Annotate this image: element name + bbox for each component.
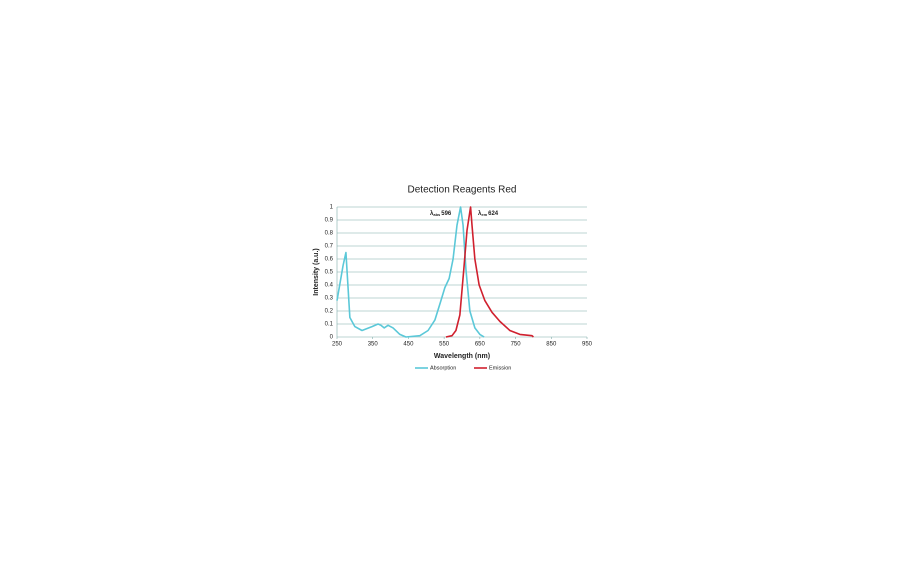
y-tick-label: 0.5 xyxy=(325,270,334,276)
x-tick-label: 350 xyxy=(368,342,379,348)
y-tick-label: 0.3 xyxy=(325,296,334,302)
annotation: λabs596 xyxy=(430,211,452,217)
series-line xyxy=(336,206,485,338)
annotation-sub: em xyxy=(481,212,487,217)
x-tick-label: 550 xyxy=(439,342,450,348)
x-axis-label: Wavelength (nm) xyxy=(434,353,490,360)
series-line xyxy=(445,206,534,338)
annotation-symbol: λ xyxy=(430,211,434,217)
annotation-text: 596 xyxy=(441,211,452,217)
chart-title: Detection Reagents Red xyxy=(408,185,517,196)
y-tick-label: 1 xyxy=(330,205,334,211)
y-tick-label: 0.4 xyxy=(325,283,334,289)
x-tick-label: 850 xyxy=(546,342,557,348)
annotation-text: 624 xyxy=(488,211,499,217)
y-tick-label: 0 xyxy=(330,335,334,341)
y-tick-label: 0.2 xyxy=(325,309,334,315)
legend-label: Absorption xyxy=(430,365,456,371)
x-tick-label: 950 xyxy=(582,342,593,348)
y-tick-label: 0.7 xyxy=(325,244,334,250)
y-tick-label: 0.6 xyxy=(325,257,334,263)
legend-label: Emission xyxy=(489,365,511,371)
x-tick-label: 750 xyxy=(511,342,522,348)
x-tick-label: 450 xyxy=(403,342,414,348)
annotation-sub: abs xyxy=(433,212,441,217)
x-tick-label: 250 xyxy=(332,342,343,348)
y-tick-label: 0.1 xyxy=(325,322,334,328)
annotation: λem624 xyxy=(478,211,499,217)
y-tick-label: 0.9 xyxy=(325,218,334,224)
x-tick-label: 650 xyxy=(475,342,486,348)
y-axis-label: Intensity (a.u.) xyxy=(313,248,320,295)
y-tick-label: 0.8 xyxy=(325,231,334,237)
annotation-symbol: λ xyxy=(478,211,482,217)
